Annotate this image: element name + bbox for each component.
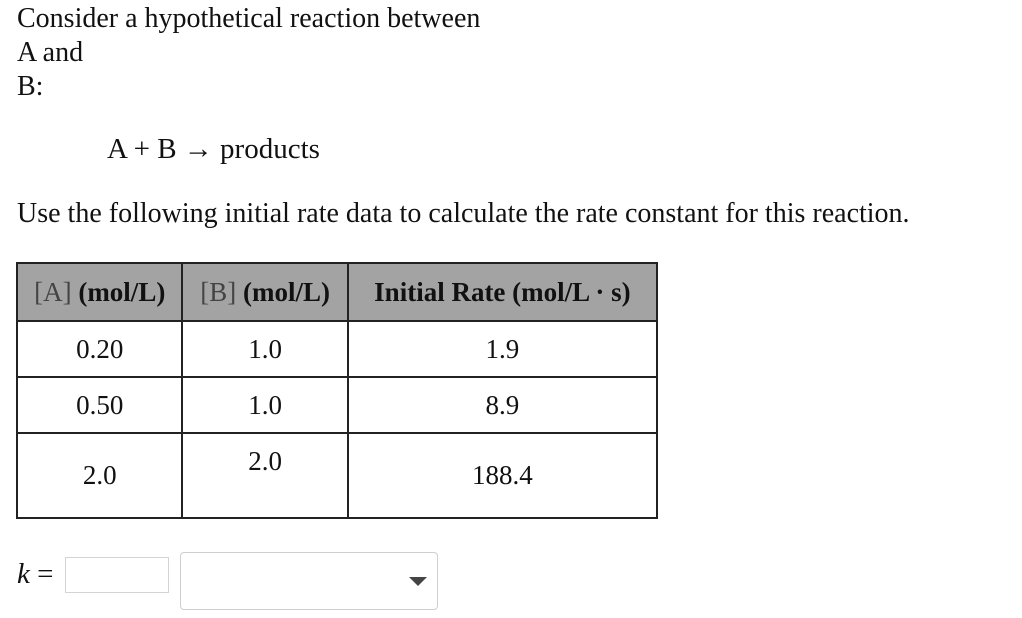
cell-b: 1.0 — [181, 376, 349, 434]
intro-line-3: B: — [17, 71, 44, 102]
cell-rate: 8.9 — [346, 376, 659, 434]
header-initial-rate: Initial Rate (mol/L · s) — [346, 262, 659, 322]
k-label: k = — [17, 558, 54, 590]
table-row: 0.20 1.0 1.9 — [15, 320, 659, 378]
chevron-down-icon — [409, 577, 427, 586]
rate-constant-input[interactable] — [65, 557, 169, 593]
header-concentration-a: [A] (mol/L) — [15, 262, 184, 322]
rate-data-table: [A] (mol/L) [B] (mol/L) Initial Rate (mo… — [15, 262, 659, 519]
table-row: 0.50 1.0 8.9 — [15, 376, 659, 434]
intro-line-2: A and — [17, 37, 84, 68]
cell-rate: 1.9 — [346, 320, 659, 378]
reaction-equation: A + B → products — [107, 133, 320, 165]
cell-rate: 188.4 — [346, 432, 659, 519]
cell-b: 2.0 — [181, 432, 349, 519]
instruction-text: Use the following initial rate data to c… — [17, 198, 910, 229]
unit-dropdown[interactable] — [180, 552, 438, 610]
table-header-row: [A] (mol/L) [B] (mol/L) Initial Rate (mo… — [15, 262, 659, 322]
intro-line-1: Consider a hypothetical reaction between — [17, 3, 481, 34]
cell-a: 2.0 — [15, 432, 184, 519]
cell-b: 1.0 — [181, 320, 349, 378]
header-concentration-b: [B] (mol/L) — [181, 262, 349, 322]
cell-a: 0.50 — [15, 376, 184, 434]
cell-a: 0.20 — [15, 320, 184, 378]
table-row: 2.0 2.0 188.4 — [15, 432, 659, 519]
question-intro: Consider a hypothetical reaction between… — [17, 2, 537, 104]
